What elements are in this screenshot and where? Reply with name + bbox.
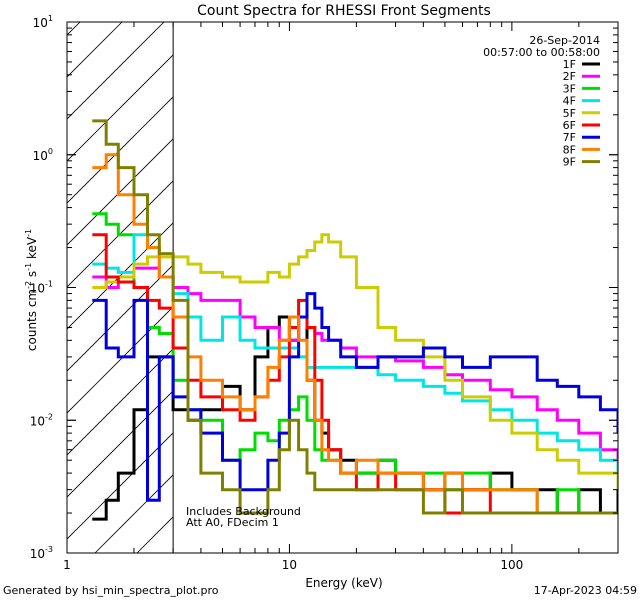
y-tick-labels: 101 100 10-1 10-2 10-3 [30,14,53,561]
y-tick-label: 100 [33,147,53,163]
legend-label-5F: 5F [563,107,576,120]
legend-label-3F: 3F [563,82,576,95]
series-line-5F [92,233,618,490]
y-tick-label: 10-1 [30,280,53,296]
legend-label-8F: 8F [563,143,576,156]
y-tick-label: 10-2 [30,412,53,428]
hatch-line [94,474,174,553]
legend-label-1F: 1F [563,58,576,71]
footer-timestamp: 17-Apr-2023 04:59 [533,584,637,597]
legend-label-4F: 4F [563,95,576,108]
series-line-3F [92,212,618,515]
hatch-line [67,54,174,162]
series-line-8F [92,153,618,515]
legend-label-7F: 7F [563,131,576,144]
hatch-line [67,264,174,372]
time-range-label: 00:57:00 to 00:58:00 [483,46,600,59]
y-tick-label: 10-3 [30,545,53,561]
annotations: Includes Background Att A0, FDecim 1 [186,505,301,529]
hatch-line [67,180,174,288]
legend-label-6F: 6F [563,119,576,132]
hatch-line [67,390,174,498]
x-tick-label: 1 [63,558,71,572]
annotation-background: Includes Background [186,505,301,518]
series-line-9F [92,119,618,515]
series-line-6F [92,233,618,515]
x-axis-label: Energy (keV) [305,576,382,590]
axis-ticks [66,21,619,554]
hatch-line [67,348,174,456]
footer-generated-by: Generated by hsi_min_spectra_plot.pro [3,584,219,597]
hatch-line [67,306,174,414]
hatch-line [67,22,165,120]
x-tick-labels: 1 10 100 [63,558,523,572]
annotation-attenuator: Att A0, FDecim 1 [186,516,279,529]
x-tick-label: 100 [500,558,523,572]
legend-label-2F: 2F [563,70,576,83]
series-line-7F [92,292,618,502]
series-line-2F [92,266,618,474]
y-tick-label: 101 [33,14,53,30]
legend-label-9F: 9F [563,156,576,169]
date-label: 26-Sep-2014 [529,34,600,47]
hatch-line [67,432,174,540]
y-axis-label: counts cm-2 s-1 keV-1 [24,229,39,351]
x-tick-label: 10 [282,558,297,572]
series-layer [92,119,618,521]
chart-title: Count Spectra for RHESSI Front Segments [197,3,491,19]
